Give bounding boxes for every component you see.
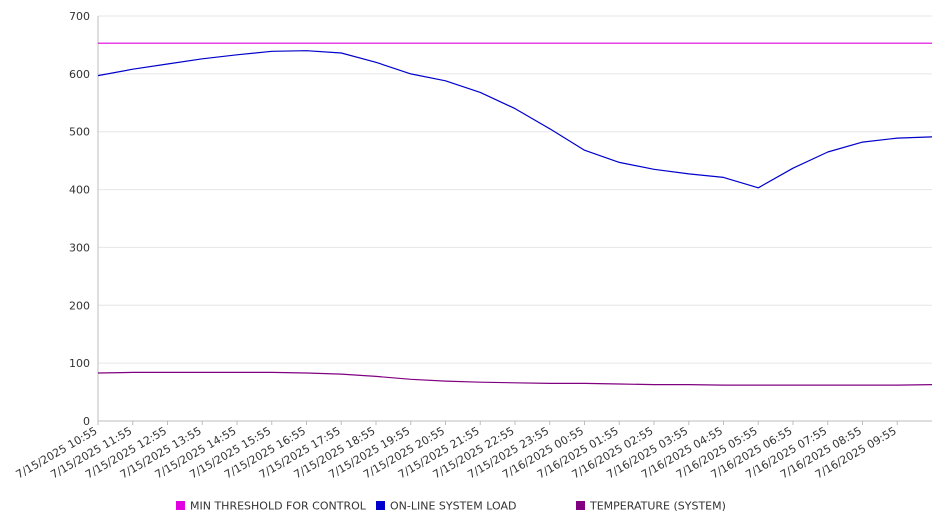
y-tick-label: 500 [69, 126, 90, 139]
legend-label: TEMPERATURE (SYSTEM) [589, 500, 726, 513]
y-tick-label: 600 [69, 68, 90, 81]
x-axis-ticks: 7/15/2025 10:557/15/2025 11:557/15/2025 … [14, 421, 899, 481]
y-tick-label: 300 [69, 241, 90, 254]
y-tick-label: 700 [69, 10, 90, 23]
gridlines [98, 15, 932, 422]
y-axis-ticks: 0 100 200 300 400 500 600 700 [69, 10, 90, 428]
y-tick-label: 200 [69, 299, 90, 312]
legend: MIN THRESHOLD FOR CONTROL ON-LINE SYSTEM … [176, 500, 726, 513]
series-line-2 [97, 50, 933, 189]
axes [97, 16, 932, 422]
legend-label: MIN THRESHOLD FOR CONTROL [190, 500, 367, 513]
legend-label: ON-LINE SYSTEM LOAD [390, 500, 516, 513]
y-tick-label: 100 [69, 357, 90, 370]
series-line-3 [97, 371, 933, 386]
legend-swatch [376, 501, 385, 510]
series-lines [97, 42, 933, 386]
y-tick-label: 0 [83, 415, 90, 428]
legend-swatch [176, 501, 185, 510]
y-tick-label: 400 [69, 184, 90, 197]
legend-swatch [576, 501, 585, 510]
